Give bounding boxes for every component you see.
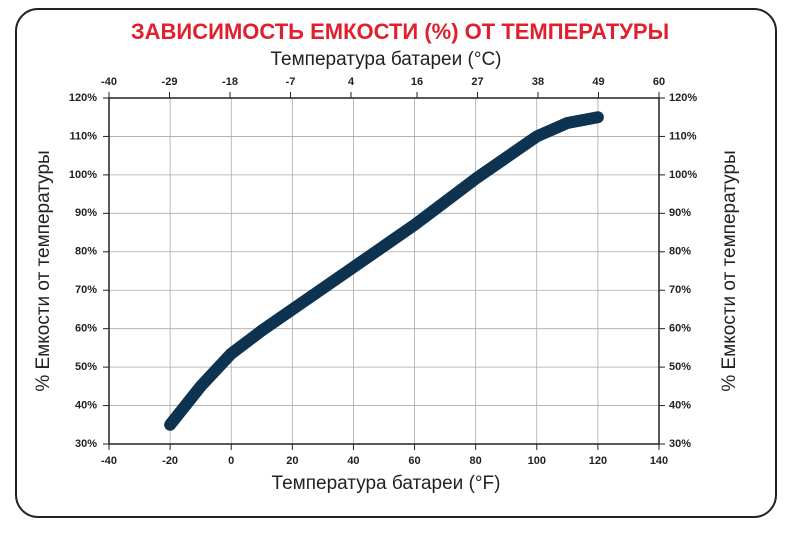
y-tick-label: 90%: [75, 207, 97, 219]
y2-axis-title: % Емкости от температуры: [719, 150, 740, 391]
x2-tick-label: -40: [101, 76, 117, 88]
y2-tick-label: 40%: [669, 399, 691, 411]
x-tick-label: -20: [162, 455, 178, 467]
y2-tick-label: 60%: [669, 323, 691, 335]
y-tick-label: 70%: [75, 284, 97, 296]
x-tick-label: 120: [589, 455, 607, 467]
y-tick-label: 60%: [75, 323, 97, 335]
y2-tick-label: 110%: [669, 130, 697, 142]
y2-tick-label: 70%: [669, 284, 691, 296]
x-tick-label: 80: [470, 455, 482, 467]
y-tick-label: 110%: [69, 130, 97, 142]
y2-tick-label: 50%: [669, 361, 691, 373]
y2-tick-label: 30%: [669, 438, 691, 450]
y2-tick-label: 120%: [669, 92, 697, 104]
x-tick-label: 40: [347, 455, 359, 467]
y2-tick-label: 100%: [669, 169, 697, 181]
x2-tick-label: 16: [411, 76, 423, 88]
y-tick-label: 80%: [75, 246, 97, 258]
x-tick-label: 60: [408, 455, 420, 467]
x-tick-label: 0: [228, 455, 234, 467]
x-tick-label: 140: [650, 455, 668, 467]
x2-tick-label: -29: [162, 76, 178, 88]
y-tick-label: 120%: [69, 92, 97, 104]
x2-tick-label: 38: [532, 76, 544, 88]
x-tick-label: 20: [286, 455, 298, 467]
y-tick-label: 50%: [75, 361, 97, 373]
x2-tick-label: 49: [592, 76, 604, 88]
plot-frame: [108, 97, 660, 445]
x-tick-label: -40: [101, 455, 117, 467]
data-line: [164, 111, 604, 431]
x-tick-label: 100: [528, 455, 546, 467]
x2-tick-label: -7: [286, 76, 296, 88]
y-tick-label: 100%: [69, 169, 97, 181]
x2-tick-label: -18: [222, 76, 238, 88]
y2-tick-label: 80%: [669, 246, 691, 258]
chart-title: ЗАВИСИМОСТЬ ЕМКОСТИ (%) ОТ ТЕМПЕРАТУРЫ: [131, 19, 669, 44]
y-tick-label: 40%: [75, 399, 97, 411]
x2-tick-label: 60: [653, 76, 665, 88]
y-axis-title: % Емкости от температуры: [33, 150, 54, 391]
y2-tick-label: 90%: [669, 207, 691, 219]
y-tick-label: 30%: [75, 438, 97, 450]
x2-tick-label: 27: [471, 76, 483, 88]
frame: [15, 8, 777, 518]
x2-axis-title: Температура батареи (°C): [270, 49, 501, 70]
x2-tick-label: 4: [348, 76, 355, 88]
x-axis-title: Температура батареи (°F): [272, 473, 501, 494]
